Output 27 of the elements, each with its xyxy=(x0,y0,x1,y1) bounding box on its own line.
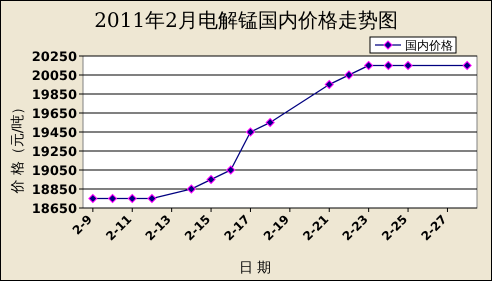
point xyxy=(108,194,118,203)
point xyxy=(266,118,275,127)
y-tick-label: 18850 xyxy=(32,183,77,198)
legend-label: 国内价格 xyxy=(405,38,453,52)
y-tick-label: 19650 xyxy=(32,107,77,122)
point xyxy=(404,61,413,70)
point xyxy=(384,61,393,70)
point xyxy=(344,70,354,80)
y-tick-label: 19250 xyxy=(32,145,77,160)
point xyxy=(88,194,98,203)
y-tick-label: 19450 xyxy=(32,126,77,141)
y-tick-label: 20250 xyxy=(32,50,77,65)
point xyxy=(147,194,156,203)
y-tick-label: 20050 xyxy=(32,69,77,84)
point xyxy=(226,166,236,174)
point xyxy=(462,61,472,70)
x-axis-title: 日 期 xyxy=(238,260,272,276)
point xyxy=(206,175,216,184)
point xyxy=(364,61,374,70)
y-tick-label: 19850 xyxy=(32,88,77,103)
point xyxy=(324,80,334,89)
chart-title: 2011年2月电解锰国内价格走势图 xyxy=(94,8,398,32)
y-tick-label: 19050 xyxy=(32,164,77,179)
point xyxy=(246,128,255,136)
point xyxy=(128,194,137,203)
point xyxy=(186,184,196,194)
y-axis-title: 价 格（元/吨） xyxy=(10,100,26,195)
